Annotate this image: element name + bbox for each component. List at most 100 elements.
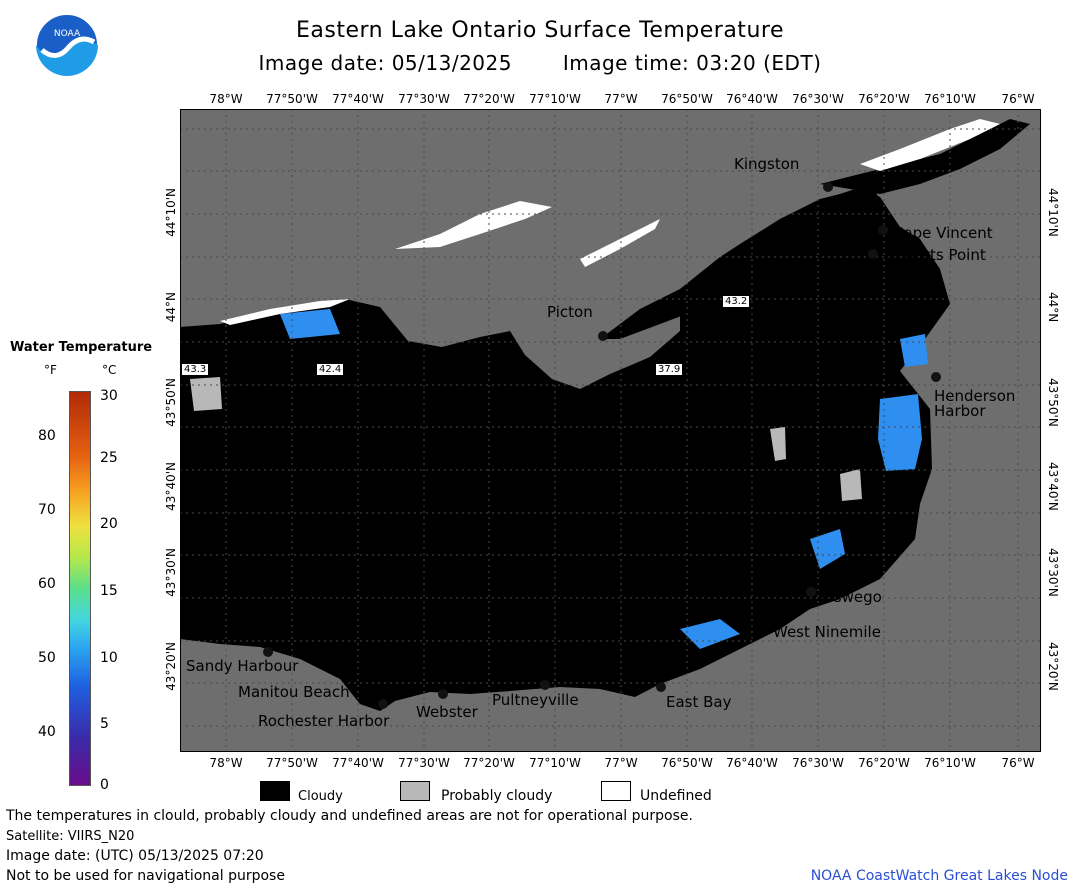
map-frame — [180, 109, 1041, 752]
lat-tick-left: 43°50'N — [164, 378, 178, 427]
lon-tick-bottom: 78°W — [209, 756, 243, 770]
place-dot-cape-vincent — [878, 225, 888, 235]
probably-cloudy-patch — [190, 377, 222, 411]
buoy-reading-label: 43.2 — [722, 295, 751, 308]
svg-text:NOAA: NOAA — [54, 29, 81, 39]
colorbar-tick-c: 15 — [100, 583, 118, 599]
lat-tick-right: 44°10'N — [1046, 188, 1060, 237]
lat-tick-right: 43°20'N — [1046, 642, 1060, 691]
lat-tick-left: 43°20'N — [164, 642, 178, 691]
water-temp-patch — [900, 334, 928, 367]
colorbar-tick-f: 80 — [38, 428, 56, 444]
place-label-kingston: Kingston — [734, 155, 800, 173]
place-label-tibbetts-point: Tibbetts Point — [883, 246, 986, 264]
lon-tick-top: 76°20'W — [858, 92, 910, 106]
colorbar-tick-f: 50 — [38, 650, 56, 666]
lon-tick-top: 78°W — [209, 92, 243, 106]
colorbar-tick-c: 10 — [100, 650, 118, 666]
utc-date-text: Image date: (UTC) 05/13/2025 07:20 — [6, 848, 264, 864]
lat-tick-right: 43°50'N — [1046, 378, 1060, 427]
lon-tick-top: 77°40'W — [332, 92, 384, 106]
legend-unit-celsius: °C — [102, 363, 117, 377]
colorbar-tick-c: 5 — [100, 716, 109, 732]
disclaimer-text: The temperatures in clould, probably clo… — [6, 808, 693, 824]
lon-tick-top: 76°30'W — [792, 92, 844, 106]
place-dot-sandy-harbour — [263, 647, 273, 657]
key-undefined-swatch — [601, 781, 631, 801]
place-dot-pultneyville — [540, 680, 550, 690]
lon-tick-bottom: 76°50'W — [661, 756, 713, 770]
place-label-webster: Webster — [416, 703, 478, 721]
graticule — [180, 109, 1041, 752]
lon-tick-bottom: 76°W — [1001, 756, 1035, 770]
place-dot-east-bay — [656, 682, 666, 692]
lon-tick-top: 76°W — [1001, 92, 1035, 106]
lat-tick-right: 43°40'N — [1046, 462, 1060, 511]
key-cloudy-label: Cloudy — [298, 789, 343, 804]
lon-tick-top: 77°10'W — [529, 92, 581, 106]
lon-tick-bottom: 76°40'W — [726, 756, 778, 770]
lon-tick-bottom: 77°40'W — [332, 756, 384, 770]
lon-tick-bottom: 77°20'W — [463, 756, 515, 770]
satellite-text: Satellite: VIIRS_N20 — [6, 829, 135, 844]
lon-tick-bottom: 76°20'W — [858, 756, 910, 770]
place-label-harbor: Harbor — [934, 402, 986, 420]
legend-unit-fahrenheit: °F — [44, 363, 57, 377]
lon-tick-bottom: 76°30'W — [792, 756, 844, 770]
buoy-reading-label: 43.3 — [181, 363, 210, 376]
key-probably-cloudy-swatch — [400, 781, 430, 801]
colorbar-tick-f: 70 — [38, 502, 56, 518]
lake-ontario-cloudy — [180, 189, 950, 711]
place-dot-webster — [438, 689, 448, 699]
lon-tick-top: 76°40'W — [726, 92, 778, 106]
place-label-manitou-beach: Manitou Beach — [238, 683, 350, 701]
undefined-shore — [220, 299, 350, 325]
lat-tick-left: 43°30'N — [164, 548, 178, 597]
noaa-logo: NOAA — [34, 12, 100, 82]
lat-tick-left: 44°N — [164, 292, 178, 323]
probably-cloudy-patch — [840, 469, 862, 501]
key-probably-cloudy-label: Probably cloudy — [441, 788, 553, 804]
undefined-shore — [580, 219, 660, 267]
place-label-sandy-harbour: Sandy Harbour — [186, 657, 299, 675]
legend-title: Water Temperature — [10, 340, 153, 355]
lon-tick-top: 77°30'W — [398, 92, 450, 106]
buoy-reading-label: 37.9 — [655, 363, 684, 376]
lat-tick-left: 44°10'N — [164, 188, 178, 237]
water-temp-patch — [878, 394, 922, 471]
credit-text: NOAA CoastWatch Great Lakes Node — [810, 868, 1068, 884]
lon-tick-top: 76°10'W — [924, 92, 976, 106]
image-time: Image time: 03:20 (EDT) — [562, 51, 822, 75]
bay-of-quinte-cloudy — [600, 184, 880, 339]
image-date: Image date: 05/13/2025 — [258, 51, 512, 75]
colorbar-tick-c: 25 — [100, 450, 118, 466]
place-dot-henderson-harbor — [931, 372, 941, 382]
water-temp-patch — [810, 529, 845, 569]
colorbar-tick-f: 40 — [38, 724, 56, 740]
lon-tick-top: 76°50'W — [661, 92, 713, 106]
temperature-colorbar — [69, 391, 91, 786]
place-markers — [263, 182, 941, 709]
lon-tick-top: 77°50'W — [266, 92, 318, 106]
lat-tick-left: 43°40'N — [164, 462, 178, 511]
water-temp-patch — [680, 619, 740, 649]
lon-tick-top: 77°W — [604, 92, 638, 106]
place-label-picton: Picton — [547, 303, 593, 321]
place-label-east-bay: East Bay — [666, 693, 732, 711]
place-dot-oswego — [806, 587, 816, 597]
lake-map — [180, 109, 1041, 752]
undefined-shore — [860, 119, 1000, 171]
map-title: Eastern Lake Ontario Surface Temperature — [296, 18, 784, 43]
key-cloudy-swatch — [260, 781, 290, 801]
place-dot-kingston — [823, 182, 833, 192]
place-label-cape-vincent: Cape Vincent — [893, 224, 993, 242]
colorbar-tick-c: 0 — [100, 777, 109, 793]
place-label-oswego: Oswego — [822, 588, 882, 606]
colorbar-tick-f: 60 — [38, 576, 56, 592]
place-label-henderson: Henderson — [934, 387, 1016, 405]
place-dot-picton — [598, 331, 608, 341]
undefined-shore — [395, 201, 552, 249]
place-label-pultneyville: Pultneyville — [492, 691, 579, 709]
place-dot-rochester-harbor — [378, 699, 388, 709]
probably-cloudy-patch — [770, 427, 786, 461]
